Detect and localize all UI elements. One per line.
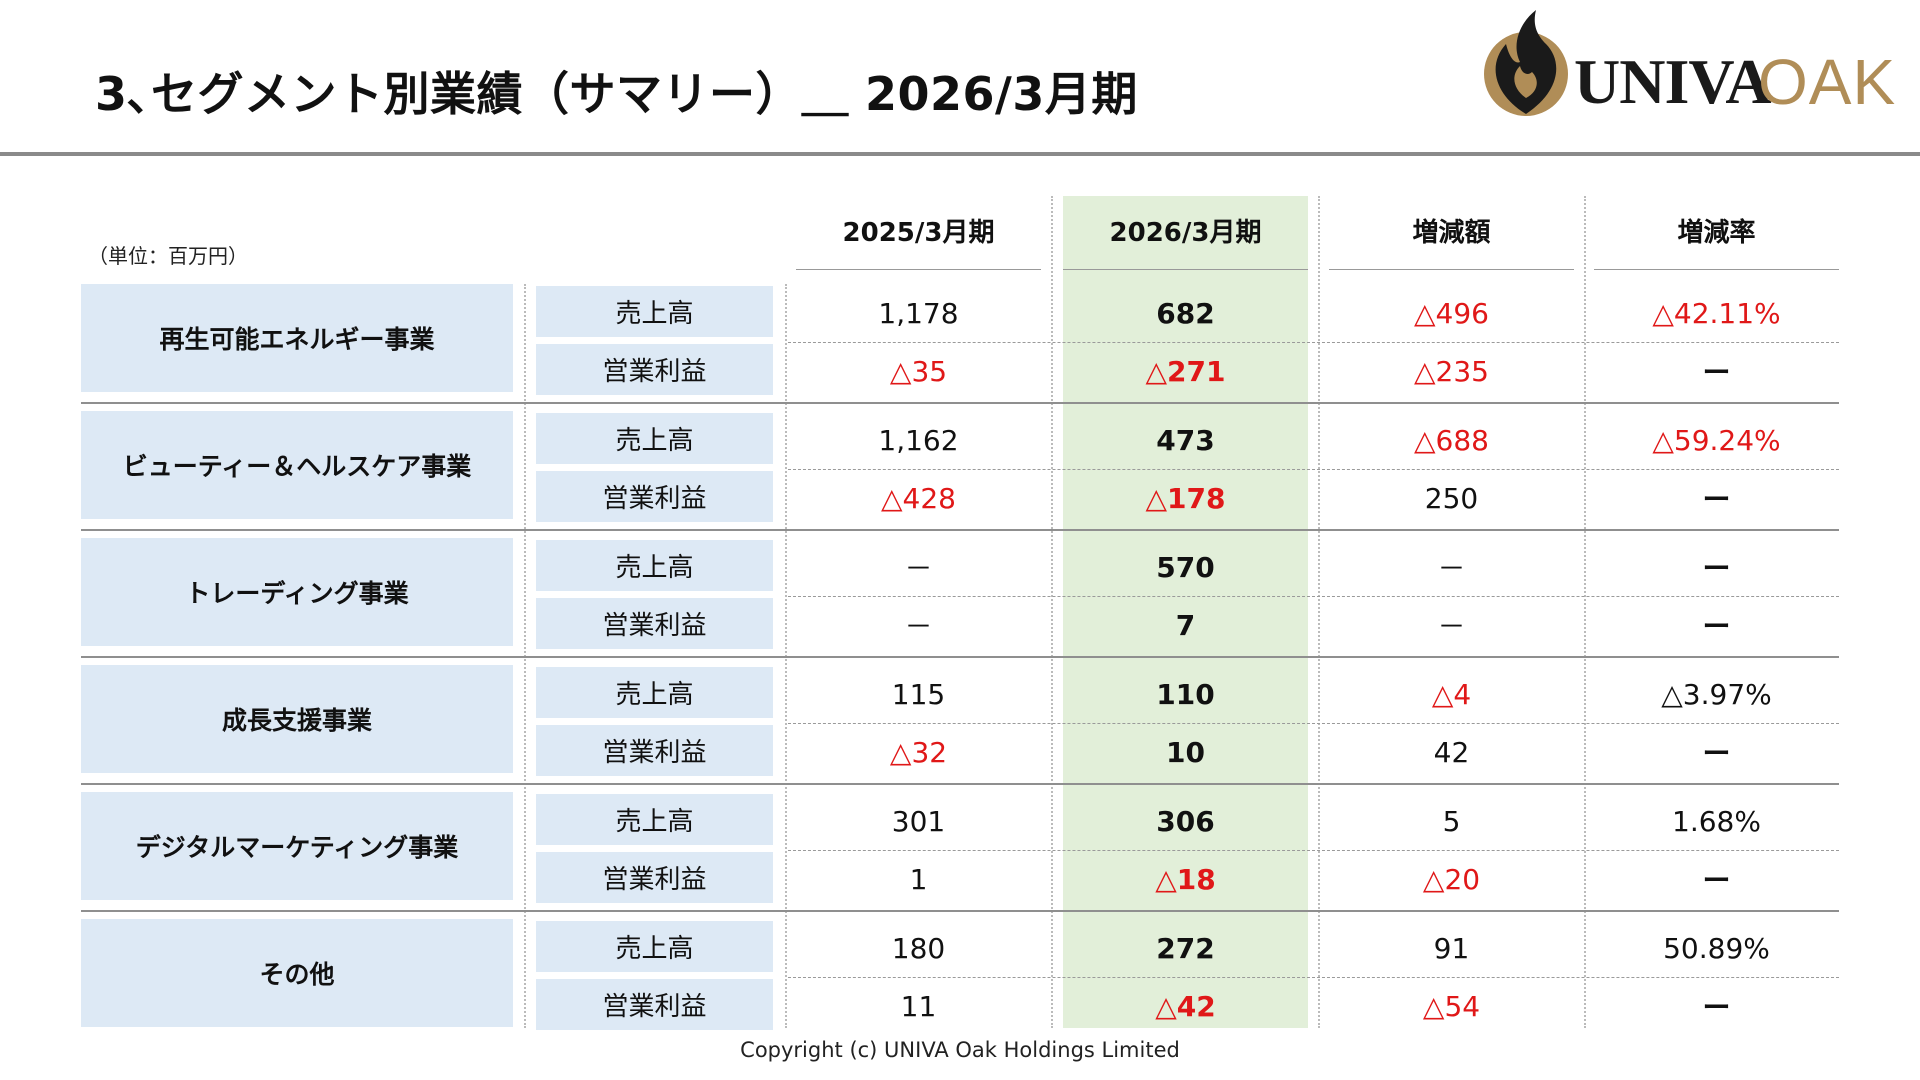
- value-change-amount: △496: [1414, 296, 1489, 330]
- header-underline: [1063, 269, 1308, 270]
- row-divider-dotted: [788, 850, 1839, 851]
- column-header-prev-period: 2025/3月期: [842, 218, 995, 248]
- value-change-amount: －: [1437, 610, 1466, 643]
- segment-name: 成長支援事業: [81, 665, 513, 773]
- segment-divider: [81, 656, 1839, 658]
- row-divider-dotted: [788, 469, 1839, 470]
- value-prev-period: 1: [909, 862, 928, 896]
- metric-label: 営業利益: [536, 979, 773, 1030]
- value-current-period: 473: [1156, 423, 1215, 457]
- segment-name: その他: [81, 919, 513, 1027]
- value-change-rate: ー: [1702, 864, 1731, 897]
- header-underline: [796, 269, 1041, 270]
- row-divider-dotted: [788, 596, 1839, 597]
- value-current-period: △178: [1145, 481, 1226, 515]
- value-prev-period: －: [904, 552, 933, 585]
- value-change-rate: ー: [1702, 356, 1731, 389]
- metric-label: 売上高: [536, 921, 773, 972]
- value-prev-period: 115: [891, 677, 946, 711]
- value-change-amount: △54: [1422, 989, 1481, 1023]
- metric-label: 営業利益: [536, 471, 773, 522]
- value-change-rate: ー: [1702, 483, 1731, 516]
- value-prev-period: 1,162: [878, 423, 959, 457]
- slide-title: 3､セグメント別業績（サマリー）＿ 2026/3月期: [95, 67, 1138, 121]
- value-prev-period: 180: [891, 931, 946, 965]
- segment-divider: [81, 402, 1839, 404]
- value-change-rate: △42.11%: [1652, 296, 1781, 330]
- value-change-amount: △235: [1414, 354, 1489, 388]
- value-change-rate: ー: [1702, 552, 1731, 585]
- metric-label: 売上高: [536, 540, 773, 591]
- value-change-amount: －: [1437, 552, 1466, 585]
- value-change-amount: 5: [1442, 804, 1461, 838]
- header-underline: [1594, 269, 1839, 270]
- value-change-rate: ー: [1702, 610, 1731, 643]
- metric-label: 営業利益: [536, 344, 773, 395]
- metric-label: 売上高: [536, 286, 773, 337]
- current-period-highlight: [1063, 196, 1308, 1028]
- value-change-rate: 50.89%: [1663, 931, 1770, 965]
- value-prev-period: △35: [889, 354, 948, 388]
- metric-label: 売上高: [536, 413, 773, 464]
- value-change-amount: △4: [1431, 677, 1472, 711]
- row-divider-dotted: [788, 723, 1839, 724]
- segment-divider: [81, 783, 1839, 785]
- univa-oak-logo: UNIVA OAK: [1476, 6, 1916, 124]
- metric-label: 売上高: [536, 794, 773, 845]
- flame-logo-icon: [1484, 10, 1568, 116]
- column-separator: [1318, 196, 1320, 1028]
- value-change-rate: △3.97%: [1661, 677, 1772, 711]
- value-change-amount: 91: [1433, 931, 1470, 965]
- value-prev-period: 301: [891, 804, 946, 838]
- value-prev-period: 1,178: [878, 296, 959, 330]
- value-current-period: 570: [1156, 550, 1215, 584]
- value-prev-period: －: [904, 610, 933, 643]
- row-divider-dotted: [788, 342, 1839, 343]
- value-change-rate: 1.68%: [1672, 804, 1761, 838]
- value-current-period: 682: [1156, 296, 1215, 330]
- metric-label: 売上高: [536, 667, 773, 718]
- value-current-period: 10: [1166, 735, 1205, 769]
- metric-label: 営業利益: [536, 725, 773, 776]
- value-prev-period: △32: [889, 735, 948, 769]
- column-header-current-period: 2026/3月期: [1109, 218, 1262, 248]
- value-prev-period: △428: [881, 481, 956, 515]
- segment-divider: [81, 910, 1839, 912]
- metric-label: 営業利益: [536, 852, 773, 903]
- value-change-rate: ー: [1702, 737, 1731, 770]
- value-current-period: 306: [1156, 804, 1215, 838]
- column-separator: [1051, 196, 1053, 1028]
- logo-text-univa: UNIVA: [1574, 46, 1772, 117]
- unit-label: （単位：百万円）: [88, 244, 248, 268]
- column-header-change-rate: 増減率: [1677, 218, 1756, 248]
- row-divider-dotted: [788, 977, 1839, 978]
- value-current-period: 7: [1175, 608, 1196, 642]
- segment-name: トレーディング事業: [81, 538, 513, 646]
- value-current-period: △271: [1145, 354, 1226, 388]
- value-change-amount: △688: [1414, 423, 1489, 457]
- segment-name: デジタルマーケティング事業: [81, 792, 513, 900]
- column-header-change-amount: 増減額: [1412, 218, 1491, 248]
- value-current-period: 110: [1156, 677, 1215, 711]
- value-prev-period: 11: [900, 989, 937, 1023]
- value-current-period: △42: [1155, 989, 1216, 1023]
- value-change-rate: △59.24%: [1652, 423, 1781, 457]
- value-change-amount: 250: [1424, 481, 1479, 515]
- segment-divider: [81, 529, 1839, 531]
- segment-name: 再生可能エネルギー事業: [81, 284, 513, 392]
- metric-label: 営業利益: [536, 598, 773, 649]
- column-separator: [1584, 196, 1586, 1028]
- value-change-amount: △20: [1422, 862, 1481, 896]
- logo-text-oak: OAK: [1758, 46, 1897, 118]
- segment-name: ビューティー＆ヘルスケア事業: [81, 411, 513, 519]
- value-current-period: 272: [1156, 931, 1215, 965]
- value-change-rate: ー: [1702, 991, 1731, 1024]
- value-current-period: △18: [1155, 862, 1216, 896]
- value-change-amount: 42: [1433, 735, 1470, 769]
- header-underline: [1329, 269, 1574, 270]
- header-divider: [0, 152, 1920, 156]
- copyright-footer: Copyright (c) UNIVA Oak Holdings Limited: [740, 1038, 1180, 1062]
